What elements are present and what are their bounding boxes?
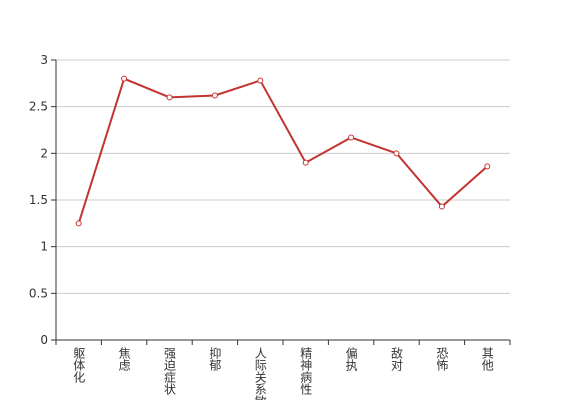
point	[393, 150, 400, 157]
x-tick-label: 敌对	[390, 346, 404, 371]
point	[484, 163, 491, 170]
y-tick-label: 2	[40, 146, 48, 160]
x-tick-label: 强迫症状	[163, 347, 177, 395]
point	[211, 92, 218, 99]
y-tick-label: 0	[40, 333, 48, 347]
y-tick-label: 2.5	[29, 100, 48, 114]
y-tick-label: 1.5	[29, 193, 48, 207]
x-tick-label: 精神病性	[299, 347, 313, 396]
x-tick-label: 人际关系敏感	[253, 347, 267, 400]
point	[166, 94, 173, 101]
y-tick-label: 0.5	[29, 286, 48, 300]
y-tick-label: 1	[40, 240, 48, 254]
point	[257, 77, 264, 84]
point	[121, 75, 128, 82]
point	[75, 220, 82, 227]
point	[438, 203, 445, 210]
x-tick-label: 焦虑	[117, 347, 131, 371]
x-tick-label: 躯体化	[72, 346, 86, 384]
line	[77, 77, 488, 224]
y-tick-label: 3	[40, 53, 48, 67]
x-tick-label: 偏执	[344, 346, 358, 372]
point	[348, 134, 355, 141]
x-tick-label: 恐怖	[435, 347, 449, 371]
x-tick-label: 抑郁	[208, 346, 222, 372]
point	[302, 159, 309, 166]
x-tick-label: 其他	[480, 347, 494, 371]
